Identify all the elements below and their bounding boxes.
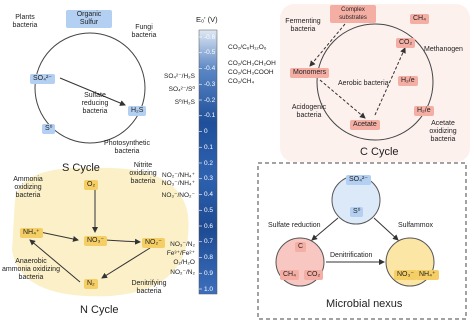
couple: CO₂/CH₄ bbox=[228, 78, 255, 85]
box: C bbox=[295, 242, 307, 252]
box: O₂ bbox=[84, 180, 99, 190]
label: Methanogen bbox=[424, 46, 463, 53]
label: Photosynthetic bacteria bbox=[104, 140, 150, 155]
arrow bbox=[373, 217, 399, 241]
box: NH₄⁺ bbox=[20, 228, 43, 238]
c-cycle-bg bbox=[280, 4, 470, 162]
scale-tick-label: 0.4 bbox=[204, 191, 214, 198]
arrow bbox=[311, 217, 339, 241]
couple: CO₂/CH₃CH₂OH bbox=[228, 60, 276, 67]
label: Sulfate reduction bbox=[268, 222, 321, 229]
scale-tick-label: -0.6 bbox=[204, 33, 216, 41]
label: Denitrifying bacteria bbox=[131, 280, 167, 295]
box: CO₂ bbox=[396, 38, 416, 48]
label: Acidogenic bacteria bbox=[291, 104, 327, 119]
scale-tick-label: 0.6 bbox=[204, 222, 214, 230]
s-cycle-ring bbox=[34, 32, 146, 144]
box: H₂/e bbox=[398, 76, 418, 86]
panel-title: N Cycle bbox=[80, 304, 119, 316]
box: Acetate bbox=[350, 120, 380, 130]
box: S⁰ bbox=[42, 124, 56, 134]
couple: CO₂/CH₃COOH bbox=[228, 69, 274, 76]
arrow bbox=[374, 47, 406, 116]
label: Denitrification bbox=[330, 252, 373, 259]
box: NO₂⁻ bbox=[142, 238, 165, 248]
box: CH₄ bbox=[410, 14, 429, 24]
scale-tick-label: 0.9 bbox=[204, 269, 214, 277]
label: Ammonia oxidizing bacteria bbox=[13, 176, 43, 199]
scale-tick-label: -0.5 bbox=[204, 49, 216, 57]
box: CO₂ bbox=[304, 270, 324, 280]
panel-title: Microbial nexus bbox=[326, 298, 403, 310]
couple: CO₂/C₆H₁₂O₆ bbox=[228, 44, 267, 51]
panel-title: S Cycle bbox=[62, 162, 100, 174]
box: H₂/e bbox=[414, 106, 434, 116]
box: N₂ bbox=[84, 279, 98, 289]
couple: SO₄²⁻/H₂S bbox=[164, 73, 195, 80]
box: SO₄²⁻ bbox=[30, 74, 55, 84]
scale-tick-label: 0.8 bbox=[204, 254, 214, 261]
arrow bbox=[29, 239, 81, 283]
couple: O₂/H₂O bbox=[173, 259, 195, 266]
scale-tick-label: -0.2 bbox=[204, 96, 216, 104]
scale-tick-label: 0.7 bbox=[204, 238, 214, 246]
couple: Fe³⁺/Fe²⁺ bbox=[166, 250, 195, 257]
label: Fungi bacteria bbox=[131, 24, 157, 39]
label: Aerobic bacteria bbox=[338, 80, 389, 87]
c-cycle-ring bbox=[316, 23, 434, 141]
label: Anaerobic ammonia oxidizing bacteria bbox=[2, 258, 60, 281]
redox-scale-bar bbox=[198, 29, 218, 295]
arrow bbox=[104, 238, 141, 245]
scale-tick-label: 0.1 bbox=[204, 143, 214, 151]
scale-tick-label: -0.1 bbox=[204, 112, 216, 120]
label: Sulfammox bbox=[398, 222, 434, 229]
box: H₂S bbox=[128, 106, 147, 116]
scale-tick-label: -0.3 bbox=[204, 80, 216, 88]
couple: NO₂⁻/NH₄⁺ bbox=[162, 172, 195, 179]
scale-tick-label: 0.2 bbox=[204, 159, 214, 167]
panel-title: C Cycle bbox=[360, 146, 399, 158]
arrow bbox=[101, 247, 151, 279]
box: Organic Sulfur bbox=[66, 10, 112, 28]
scale-tick-label: 0.3 bbox=[204, 175, 214, 183]
label: Fermenting bacteria bbox=[285, 18, 321, 33]
label: Plants bacteria bbox=[12, 14, 38, 29]
scale-tick-label: 0.5 bbox=[204, 206, 214, 214]
box: S⁰ bbox=[350, 207, 364, 217]
couple: NO₃⁻/NO₂⁻ bbox=[161, 192, 195, 199]
arrow bbox=[309, 23, 346, 67]
scale-tick-label: 1.0 bbox=[204, 285, 214, 293]
label: Acetate oxidizing bacteria bbox=[429, 120, 457, 143]
box: NH₄⁺ bbox=[416, 270, 439, 280]
couple: NO₂⁻/N₂ bbox=[170, 269, 195, 276]
label: Sulfate reducing bacteria bbox=[81, 92, 109, 115]
n-cycle-bg bbox=[12, 167, 189, 297]
couple: NO₃⁻/N₂ bbox=[170, 241, 195, 248]
box: Complex substrates bbox=[330, 5, 376, 23]
box: CH₄ bbox=[280, 270, 299, 280]
label: Nitrite oxidizing bacteria bbox=[129, 162, 157, 185]
axis-label: E₀' (V) bbox=[196, 15, 218, 24]
arrow bbox=[59, 77, 126, 106]
box: NO₃⁻ bbox=[84, 236, 108, 246]
scale-tick-label: -0.4 bbox=[204, 65, 216, 72]
scale-tick-label: 0 bbox=[204, 128, 208, 135]
couple: S⁰/H₂S bbox=[174, 99, 195, 106]
box: Monomers bbox=[290, 68, 330, 78]
box: NO₃⁻ bbox=[394, 270, 418, 280]
couple: NO₃⁻/NH₄⁺ bbox=[161, 180, 195, 187]
box: SO₄²⁻ bbox=[346, 175, 371, 185]
couple: SO₄²⁻/S⁰ bbox=[168, 86, 195, 93]
arrow bbox=[39, 231, 79, 242]
